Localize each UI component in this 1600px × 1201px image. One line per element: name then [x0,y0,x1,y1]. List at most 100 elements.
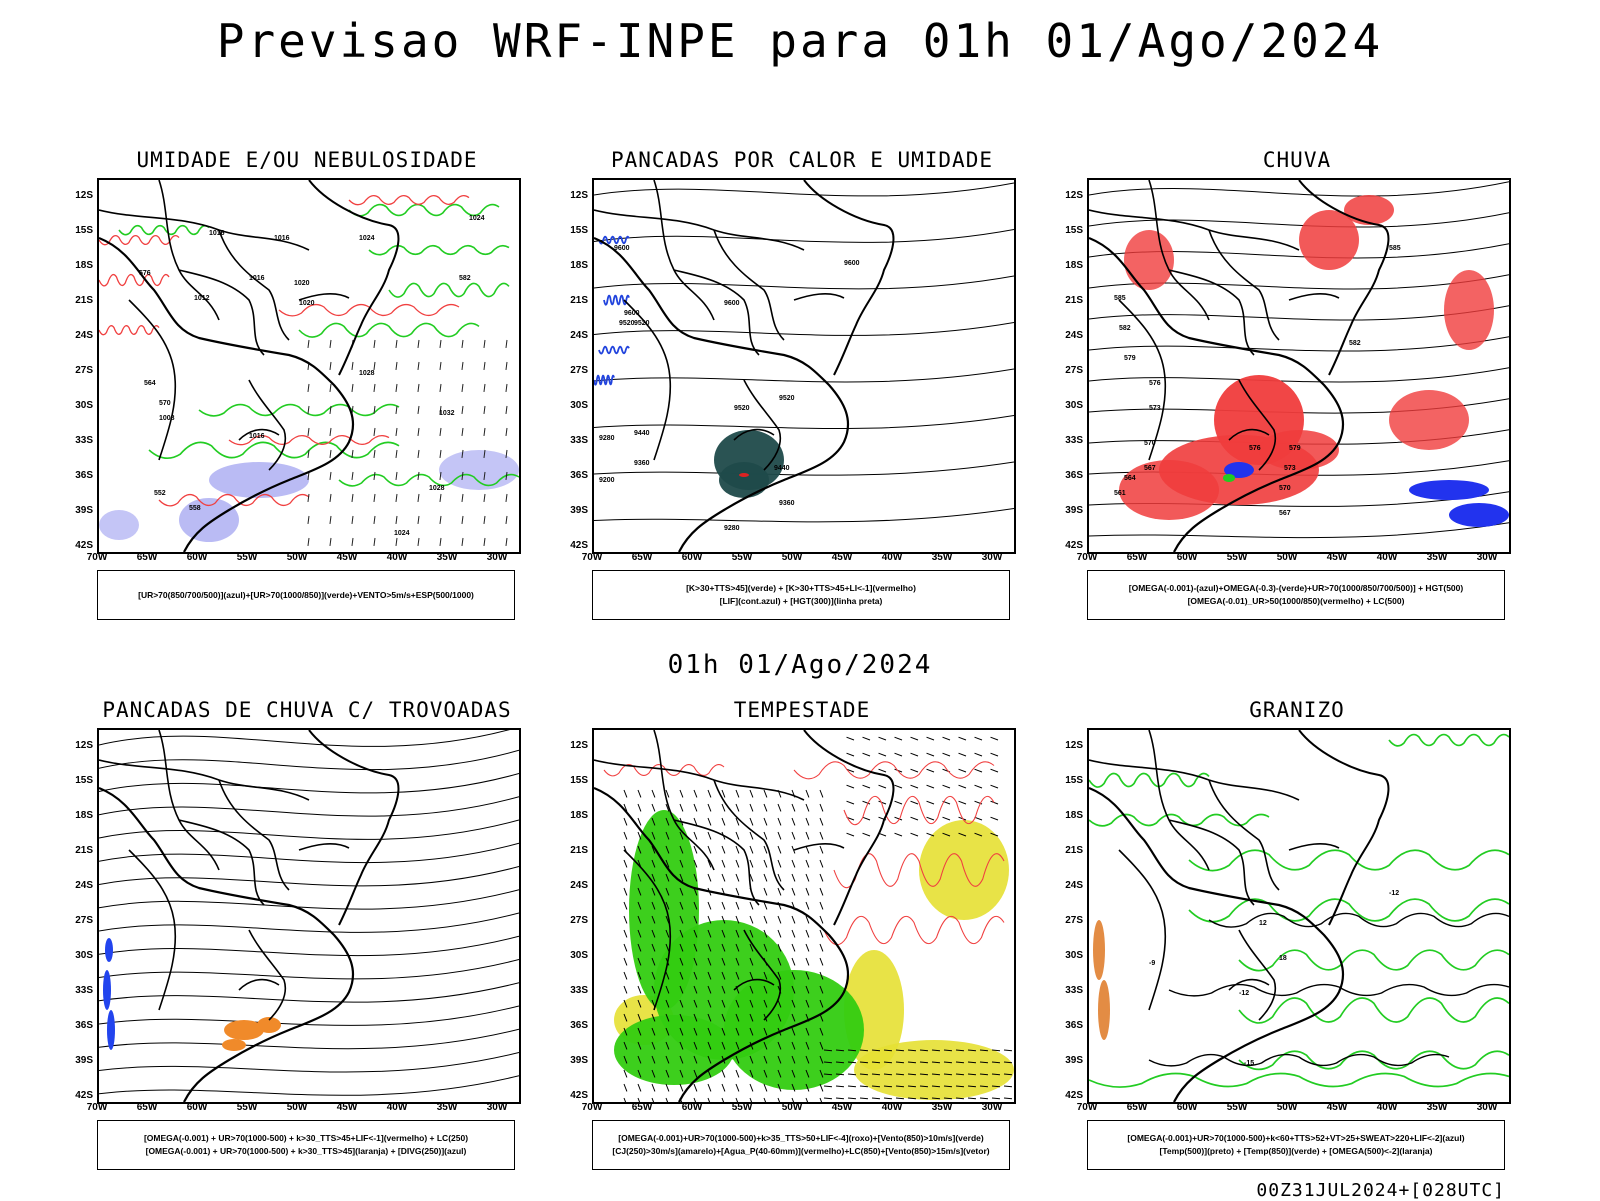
contour-label: 9200 [599,477,615,484]
wind-vector [791,943,796,952]
legend-line: [UR>70(850/700/500)](azul)+[UR>70(1000/8… [138,589,474,600]
country-border [1288,292,1340,301]
wind-vector [351,449,354,458]
lon-tick-label: 65W [136,552,158,563]
panel-title: GRANIZO [1249,698,1345,722]
wind-vector [763,845,768,854]
lon-tick-label: 35W [436,1102,458,1113]
temp-500-contour [1148,1053,1450,1067]
lat-tick-label: 24S [1065,880,1083,891]
wind-vector [777,943,782,952]
lon-tick-label: 55W [731,1102,753,1113]
lat-tick-label: 18S [1065,260,1083,271]
wind-vector [665,1013,670,1022]
wind-vector [307,383,310,392]
map-canvas [99,730,519,1102]
lon-tick-label: 30W [981,1102,1003,1113]
wind-vector [461,471,464,480]
lat-tick-label: 18S [570,260,588,271]
wind-vector [749,803,754,812]
streamline [594,415,1014,430]
wind-vector [763,1041,768,1050]
wind-vector [805,887,810,896]
wind-vector [693,817,698,826]
lon-tick-label: 45W [336,1102,358,1113]
wind-vector [483,339,486,348]
lon-tick-label: 60W [681,1102,703,1113]
lat-tick-label: 39S [1065,1055,1083,1066]
wind-vector [693,971,698,980]
wind-vector [974,832,983,837]
wind-vector [862,736,871,741]
strong-wind-area [614,1015,734,1085]
wind-vector [665,859,670,868]
lon-tick-label: 35W [436,552,458,563]
contour-label: 9600 [614,245,630,252]
wind-vector [805,1041,810,1050]
contour-label: 573 [1284,465,1296,472]
streamline [99,819,519,840]
rain-area [1444,270,1494,350]
wind-vector [505,493,508,502]
wind-vector [819,859,824,868]
wind-vector [651,1041,656,1050]
lon-tick-label: 55W [1226,552,1248,563]
wind-vector [749,971,754,980]
wind-vector [955,1097,965,1100]
wind-vector [819,929,824,938]
wind-vector [665,1097,669,1102]
lat-tick-label: 27S [570,915,588,926]
wind-vector [749,789,754,798]
wind-vector [910,800,919,805]
lon-tick-label: 55W [236,552,258,563]
wind-vector [721,971,726,980]
wind-vector [805,1027,810,1036]
wind-vector [835,1085,845,1088]
wind-vector [763,831,768,840]
wind-vector [395,515,398,524]
wind-vector [483,449,486,458]
wind-vector [835,1097,845,1100]
wind-vector [846,768,855,773]
wind-vector [926,800,935,805]
country-border [238,428,280,441]
panel-title: CHUVA [1262,148,1332,172]
country-border [128,299,177,461]
wind-vector [763,999,768,1008]
wind-vector [505,449,508,458]
wind-vector [919,1085,929,1088]
coastline [99,786,354,1102]
omega-area [1409,480,1489,500]
wind-vector [979,1097,989,1100]
legend-line: [LIF](cont.azul) + [HGT(300)](linha pret… [719,596,883,606]
lon-tick-label: 45W [336,552,358,563]
lat-tick-label: 12S [1065,190,1083,201]
wind-vector [623,1069,628,1078]
wind-vector [679,789,684,798]
wind-vector [805,817,810,826]
wind-vector [735,915,740,924]
wind-vector [329,515,332,524]
lon-tick-label: 40W [1376,552,1398,563]
wind-vector [461,515,464,524]
country-border [128,849,177,1011]
wind-vector [693,1097,697,1102]
streamline [99,866,519,887]
wind-vector [847,1061,857,1064]
wind-vector [329,537,332,546]
wind-vector [679,887,684,896]
contour-label: -12 [1389,890,1399,897]
legend-line: [OMEGA(-0.001)+UR>70(1000-500)+k<60+TTS>… [1127,1133,1465,1143]
wind-vector [910,816,919,821]
wind-vector [707,1097,711,1102]
lon-tick-label: 50W [286,552,308,563]
streamline [99,730,510,747]
wind-vector [819,873,824,882]
wind-vector [846,784,855,789]
wind-vector [637,901,642,910]
wind-vector [735,999,740,1008]
lat-tick-label: 15S [75,225,93,236]
wind-vector [871,1073,881,1076]
lon-tick-label: 60W [186,1102,208,1113]
wind-vector [819,845,824,854]
